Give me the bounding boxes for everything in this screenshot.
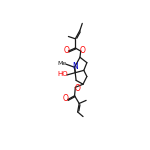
Text: O: O xyxy=(79,46,85,55)
Text: N: N xyxy=(72,62,78,71)
Text: Me: Me xyxy=(58,61,67,66)
Text: O: O xyxy=(75,84,81,93)
Text: HO: HO xyxy=(58,71,68,77)
Text: O: O xyxy=(64,46,70,55)
Text: O: O xyxy=(62,94,68,103)
